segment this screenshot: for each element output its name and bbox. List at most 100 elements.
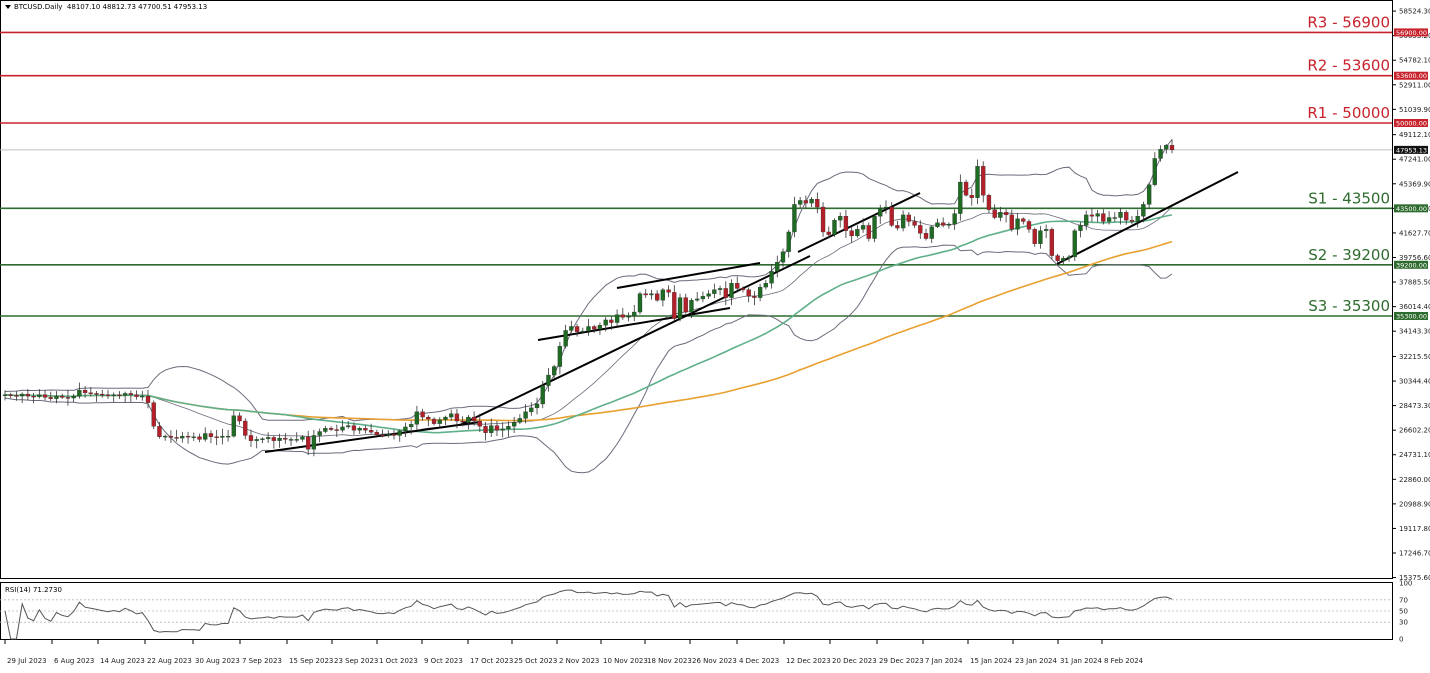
candle-body [328,428,334,430]
price-tick-label: 58524.30 [1399,8,1430,16]
candle-body [981,166,986,196]
candle-body [254,439,259,441]
price-tick-label: 39756.60 [1399,254,1430,262]
candle-body [243,420,248,436]
candle-body [82,390,88,393]
trendline-main-uptrend[interactable] [459,255,811,426]
level-label-s1: S1 - 43500 [1308,189,1390,207]
candle-body [363,428,368,431]
candle-body [872,216,877,239]
level-label-s3: S3 - 35300 [1308,297,1390,315]
candle-body [632,311,637,317]
candle-body [958,181,963,214]
bollinger-lower [4,244,1173,474]
candle-body [1032,229,1037,244]
candle-body [546,374,551,386]
candle-body [380,434,385,436]
candle-body [466,416,471,423]
candle-body [323,428,328,432]
candle-body [609,319,614,323]
price-tick-label: 45369.90 [1399,180,1430,188]
rsi-axis-label: 100 [1399,580,1412,588]
candle-body [878,208,883,217]
date-tick-label: 6 Aug 2023 [54,657,94,665]
main-panel-border [0,0,1393,579]
trendline-channel-upper[interactable] [616,262,761,289]
date-tick-label: 8 Feb 2024 [1104,657,1144,665]
candle-body [1135,216,1140,222]
candle-body [906,214,912,222]
chart-title: BTCUSD.Daily 48107.10 48812.73 47700.51 … [5,3,207,11]
bollinger-upper [4,139,1173,422]
date-tick-label: 7 Jan 2024 [925,657,963,665]
candle-body [414,411,420,425]
candle-body [855,229,860,237]
trendline-jan-uptrend[interactable] [1056,171,1239,265]
candle-body [163,435,168,438]
candle-body [1106,217,1112,222]
candle-body [374,432,379,435]
candle-body [975,166,980,198]
trendline-base[interactable] [264,421,481,453]
candlesticks [2,139,1175,457]
candle-body [506,426,511,430]
candle-body [54,395,59,399]
bollinger-middle [4,206,1173,437]
trendline-channel-lower[interactable] [537,307,731,341]
candle-body [769,271,774,284]
rsi-axis-label: 0 [1399,636,1403,644]
price-tick-label: 34143.30 [1399,328,1430,336]
candle-body [460,420,465,423]
candle-body [649,293,654,296]
candle-body [31,395,36,398]
trendline-dec-uptrend[interactable] [797,192,921,253]
date-tick-label: 20 Dec 2023 [832,657,877,665]
price-tick-label: 15375.60 [1399,574,1430,582]
price-tick-label: 32215.50 [1399,353,1430,361]
candle-body [935,222,940,227]
candle-body [1101,213,1106,222]
candle-body [912,221,917,226]
candle-body [683,297,688,313]
collapse-triangle-icon[interactable] [5,5,11,9]
candle-body [220,435,225,438]
candle-body [540,385,545,405]
candle-body [203,433,208,440]
current-price-tag-label: 47953.13 [1396,146,1427,154]
candle-body [489,425,494,433]
date-tick-label: 18 Nov 2023 [647,657,692,665]
price-axis: 58524.3056653.2054782.1052911.0051039.90… [1392,8,1430,582]
candle-body [71,395,76,399]
candle-body [237,415,242,422]
candle-body [1089,214,1095,217]
candle-body [42,394,48,398]
candle-body [534,403,540,409]
candle-body [1055,255,1060,261]
price-tick-label: 30344.40 [1399,378,1430,386]
candle-body [574,326,580,332]
date-tick-label: 26 Nov 2023 [692,657,737,665]
candle-body [523,411,528,419]
candle-body [48,397,53,399]
date-tick-label: 15 Sep 2023 [289,657,333,665]
candle-body [952,213,957,225]
level-price-tag [1394,71,1428,80]
candle-body [431,418,437,424]
date-tick-label: 14 Aug 2023 [100,657,145,665]
date-tick-label: 15 Jan 2024 [970,657,1013,665]
price-tick-label: 19117.80 [1399,525,1430,533]
date-axis: 29 Jul 2023 6 Aug 2023 14 Aug 2023 22 Aug 2… [4,640,1144,665]
candle-body [929,226,934,239]
candle-body [529,407,534,412]
candle-body [763,283,768,288]
candle-body [140,395,145,398]
current-price-tag [1394,145,1428,154]
candle-body [643,293,648,296]
candle-body [1009,214,1014,230]
candle-body [117,394,122,396]
candle-body [346,425,351,428]
candle-body [569,326,574,331]
candle-body [1061,258,1066,261]
candle-body [895,225,900,229]
